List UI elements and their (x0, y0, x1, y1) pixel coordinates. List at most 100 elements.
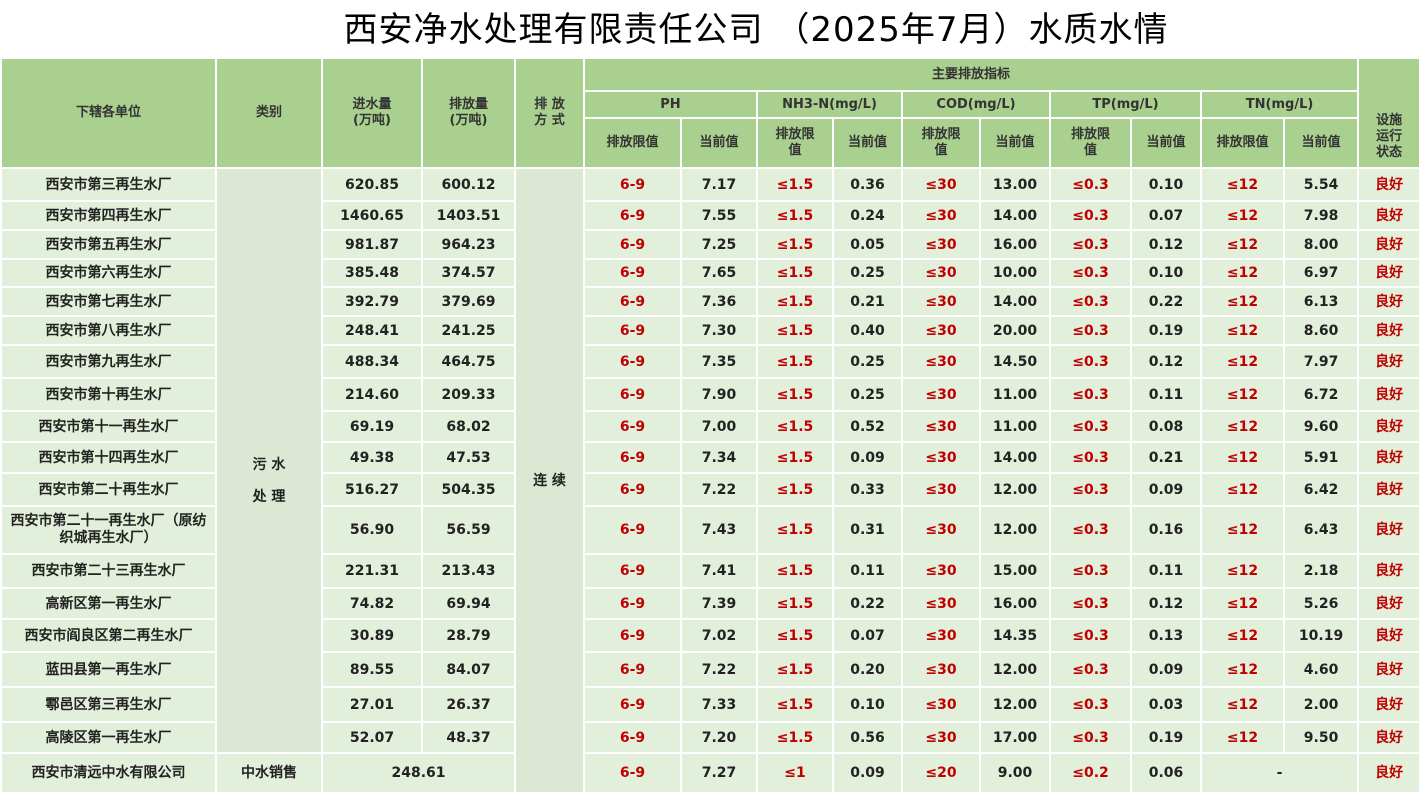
tp-current: 0.10 (1130, 258, 1202, 288)
table-row: 西安市第七再生水厂 392.79 379.69 6-9 7.36 ≤1.5 0.21 ≤30 1… (0, 286, 1422, 317)
tn-current: 6.42 (1282, 472, 1360, 507)
method-cell: 连 续 (514, 167, 585, 794)
tn-current: 7.97 (1282, 344, 1360, 379)
tn-limit: ≤12 (1200, 618, 1285, 653)
nh3-current: 0.09 (832, 752, 903, 794)
tp-current: 0.22 (1130, 286, 1202, 317)
unit-name: 蓝田县第一再生水厂 (0, 651, 217, 688)
cod-limit: ≤30 (901, 721, 981, 754)
cod-current: 16.00 (979, 229, 1051, 260)
nh3-limit: ≤1.5 (756, 377, 834, 412)
discharge-value: 374.57 (421, 258, 516, 288)
tp-limit: ≤0.3 (1049, 286, 1132, 317)
category-cell: 污 水 处 理 (215, 167, 323, 754)
cod-current: 15.00 (979, 553, 1051, 589)
tp-limit: ≤0.3 (1049, 258, 1132, 288)
header-current-nh3: 当前值 (832, 117, 903, 169)
inflow-value: 248.41 (321, 315, 423, 346)
table-row: 西安市第六再生水厂 385.48 374.57 6-9 7.65 ≤1.5 0.25 ≤30 1… (0, 258, 1422, 288)
nh3-limit: ≤1.5 (756, 505, 834, 555)
ph-current: 7.25 (680, 229, 758, 260)
unit-name: 西安市第三再生水厂 (0, 167, 217, 202)
header-limit-nh3: 排放限 值 (756, 117, 834, 169)
nh3-limit: ≤1.5 (756, 472, 834, 507)
inflow-value: 620.85 (321, 167, 423, 202)
tp-limit: ≤0.3 (1049, 651, 1132, 688)
tp-current: 0.13 (1130, 618, 1202, 653)
tp-limit: ≤0.3 (1049, 229, 1132, 260)
ph-limit: 6-9 (583, 410, 682, 443)
header-param-nh3: NH3-N(mg/L) (756, 90, 903, 119)
tp-current: 0.16 (1130, 505, 1202, 555)
ph-limit: 6-9 (583, 167, 682, 202)
inflow-value: 52.07 (321, 721, 423, 754)
ph-limit: 6-9 (583, 721, 682, 754)
status-value: 良好 (1357, 587, 1422, 620)
discharge-value: 379.69 (421, 286, 516, 317)
cod-limit: ≤30 (901, 258, 981, 288)
cod-current: 14.50 (979, 344, 1051, 379)
tn-limit: ≤12 (1200, 721, 1285, 754)
nh3-current: 0.40 (832, 315, 903, 346)
nh3-limit: ≤1.5 (756, 587, 834, 620)
tp-current: 0.07 (1130, 200, 1202, 231)
tp-current: 0.09 (1130, 651, 1202, 688)
tn-current: 5.54 (1282, 167, 1360, 202)
ph-current: 7.17 (680, 167, 758, 202)
inflow-value: 214.60 (321, 377, 423, 412)
nh3-current: 0.25 (832, 344, 903, 379)
header-current-ph: 当前值 (680, 117, 758, 169)
tp-limit: ≤0.3 (1049, 377, 1132, 412)
status-value: 良好 (1357, 167, 1422, 202)
ph-current: 7.34 (680, 441, 758, 474)
inflow-value: 221.31 (321, 553, 423, 589)
ph-current: 7.20 (680, 721, 758, 754)
tp-current: 0.03 (1130, 686, 1202, 723)
discharge-value: 464.75 (421, 344, 516, 379)
status-value: 良好 (1357, 410, 1422, 443)
ph-limit: 6-9 (583, 472, 682, 507)
cod-limit: ≤30 (901, 167, 981, 202)
tp-limit: ≤0.3 (1049, 686, 1132, 723)
cod-current: 12.00 (979, 472, 1051, 507)
status-value: 良好 (1357, 472, 1422, 507)
table-row: 西安市第十四再生水厂 49.38 47.53 6-9 7.34 ≤1.5 0.09 ≤30 14… (0, 441, 1422, 474)
header-inflow: 进水量 (万吨) (321, 57, 423, 169)
header-current-tp: 当前值 (1130, 117, 1202, 169)
cod-current: 16.00 (979, 587, 1051, 620)
inflow-value: 392.79 (321, 286, 423, 317)
table-row: 西安市第九再生水厂 488.34 464.75 6-9 7.35 ≤1.5 0.25 ≤30 1… (0, 344, 1422, 379)
ph-current: 7.39 (680, 587, 758, 620)
ph-limit: 6-9 (583, 229, 682, 260)
tn-current: 6.43 (1282, 505, 1360, 555)
table-row: 西安市第五再生水厂 981.87 964.23 6-9 7.25 ≤1.5 0.05 ≤30 1… (0, 229, 1422, 260)
ph-limit: 6-9 (583, 587, 682, 620)
cod-limit: ≤30 (901, 553, 981, 589)
tn-limit: ≤12 (1200, 553, 1285, 589)
tn-limit: ≤12 (1200, 315, 1285, 346)
header-main-indicators: 主要排放指标 (582, 57, 1360, 92)
cod-current: 11.00 (979, 410, 1051, 443)
discharge-value: 213.43 (421, 553, 516, 589)
ph-limit: 6-9 (583, 200, 682, 231)
status-value: 良好 (1357, 686, 1422, 723)
unit-name: 西安市第十一再生水厂 (0, 410, 217, 443)
ph-current: 7.22 (680, 651, 758, 688)
tp-limit: ≤0.3 (1049, 200, 1132, 231)
nh3-current: 0.09 (832, 441, 903, 474)
tn-current: 9.50 (1282, 721, 1360, 754)
tp-current: 0.09 (1130, 472, 1202, 507)
tp-limit: ≤0.3 (1049, 167, 1132, 202)
status-value: 良好 (1357, 441, 1422, 474)
status-value: 良好 (1357, 315, 1422, 346)
tn-current: 6.72 (1282, 377, 1360, 412)
ph-current: 7.35 (680, 344, 758, 379)
nh3-limit: ≤1.5 (756, 229, 834, 260)
tn-limit: ≤12 (1200, 229, 1285, 260)
status-value: 良好 (1357, 651, 1422, 688)
nh3-limit: ≤1.5 (756, 441, 834, 474)
tn-limit: ≤12 (1200, 441, 1285, 474)
table-row: 西安市第二十三再生水厂 221.31 213.43 6-9 7.41 ≤1.5 0.11 ≤3… (0, 553, 1422, 589)
unit-name: 西安市阎良区第二再生水厂 (0, 618, 217, 653)
inflow-value: 981.87 (321, 229, 423, 260)
